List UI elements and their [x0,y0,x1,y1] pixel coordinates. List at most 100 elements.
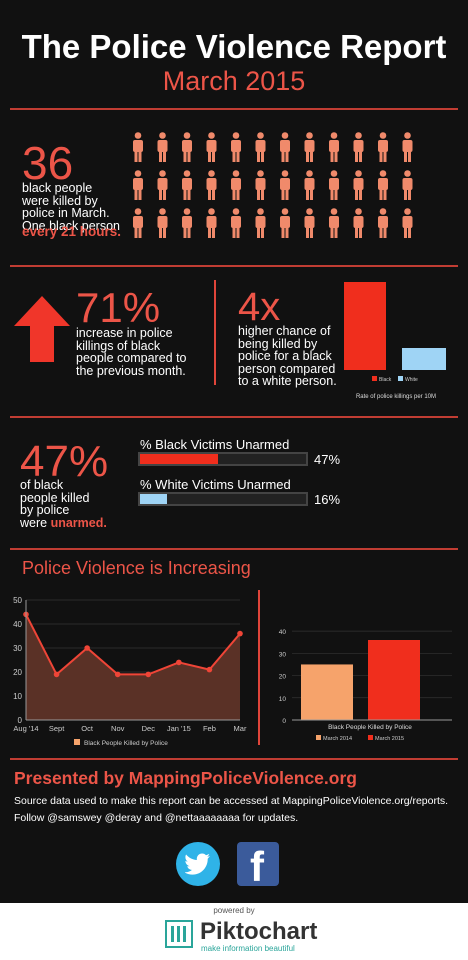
y-tick-label: 10 [13,692,22,701]
y-tick-label: 30 [279,651,287,658]
rate-bar-white [402,348,446,370]
x-tick-label: Mar [234,724,247,733]
white-unarmed-percent: 16% [314,492,340,507]
x-tick-label: Oct [81,724,94,733]
divider [10,548,458,550]
person-icon [378,208,388,238]
people-icon-grid [128,130,428,248]
person-icon [403,170,413,200]
x-tick-label: Aug '14 [13,724,38,733]
person-icon [378,132,388,162]
follow-note: Follow @samswey @deray and @nettaaaaaaaa… [14,812,298,824]
y-tick-label: 10 [279,696,287,703]
person-icon [280,132,290,162]
white-unarmed-bar-fill [140,494,167,504]
powered-by: powered by [0,906,468,915]
person-icon [231,132,241,162]
killed-highlight: every 21 hours. [22,224,121,239]
source-note: Source data used to make this report can… [14,795,448,807]
data-point [84,645,90,651]
legend-label: White [405,377,418,383]
black-unarmed-bar-fill [140,454,218,464]
person-icon [182,170,192,200]
march-comparison-chart: 0 10 20 30 40 Black People Killed by Police Ma… [270,612,460,747]
data-point [176,660,182,666]
person-icon [158,132,168,162]
rate-bar-chart: Black White Rate of police killings per 10… [336,276,456,404]
unarmed-highlight: unarmed. [51,516,107,530]
y-tick-label: 0 [282,718,286,725]
x-tick-label: Feb [203,724,216,733]
y-tick-label: 20 [279,674,287,681]
black-unarmed-percent: 47% [314,452,340,467]
person-icon [329,170,339,200]
compare-axis-label: Black People Killed by Police [328,724,412,731]
person-icon [231,170,241,200]
page-title: The Police Violence Report [0,28,468,66]
data-point [54,672,60,678]
white-unarmed-bar [138,492,308,506]
person-icon [305,132,315,162]
page-subtitle: March 2015 [0,66,468,97]
killed-count: 36 [22,140,73,186]
person-icon [329,208,339,238]
y-tick-label: 40 [279,629,287,636]
black-unarmed-bar [138,452,308,466]
piktochart-tagline: make information beautiful [201,944,295,953]
person-icon [182,132,192,162]
data-point [145,672,151,678]
person-icon [158,208,168,238]
x-tick-label: Dec [142,724,156,733]
data-point [237,631,243,637]
person-icon [231,208,241,238]
twitter-icon[interactable] [176,842,220,886]
legend-label: March 2014 [323,736,352,742]
person-icon [280,208,290,238]
person-icon [133,208,143,238]
x-tick-label: Jan '15 [167,724,191,733]
person-icon [207,170,217,200]
legend-label: Black People Killed by Police [84,740,168,747]
x-tick-label: Nov [111,724,125,733]
person-icon [378,170,388,200]
presented-by: Presented by MappingPoliceViolence.org [14,768,357,789]
person-icon [354,208,364,238]
divider [10,265,458,267]
legend-label: Black [379,377,392,383]
rate-axis-label: Rate of police killings per 10M [356,394,436,400]
chance-description: higher chance of being killed by police … [238,325,337,388]
vertical-divider [214,280,216,385]
divider [10,758,458,760]
legend-swatch [74,739,80,745]
white-unarmed-label: % White Victims Unarmed [140,477,291,492]
person-icon [403,208,413,238]
increase-description: increase in police killings of black peo… [76,327,187,377]
divider [10,416,458,418]
person-icon [158,170,168,200]
person-icon [354,132,364,162]
divider [10,108,458,110]
person-icon [207,132,217,162]
person-icon [256,208,266,238]
x-tick-label: Sept [49,724,65,733]
legend-swatch [372,376,377,381]
person-icon [280,170,290,200]
increasing-heading: Police Violence is Increasing [22,558,251,579]
person-icon [182,208,192,238]
unarmed-description: of black people killed by police were un… [20,479,107,529]
person-icon [305,170,315,200]
person-icon [256,132,266,162]
series-line [26,614,240,674]
chance-number: 4x [238,287,280,327]
legend-swatch [398,376,403,381]
person-icon [133,132,143,162]
facebook-icon[interactable]: f [237,842,279,886]
compare-bar [368,640,420,720]
person-icon [329,132,339,162]
legend-label: March 2015 [375,736,404,742]
piktochart-brand[interactable]: Piktochart [200,918,317,946]
person-icon [207,208,217,238]
legend-swatch [368,735,373,740]
person-icon [256,170,266,200]
person-icon [403,132,413,162]
